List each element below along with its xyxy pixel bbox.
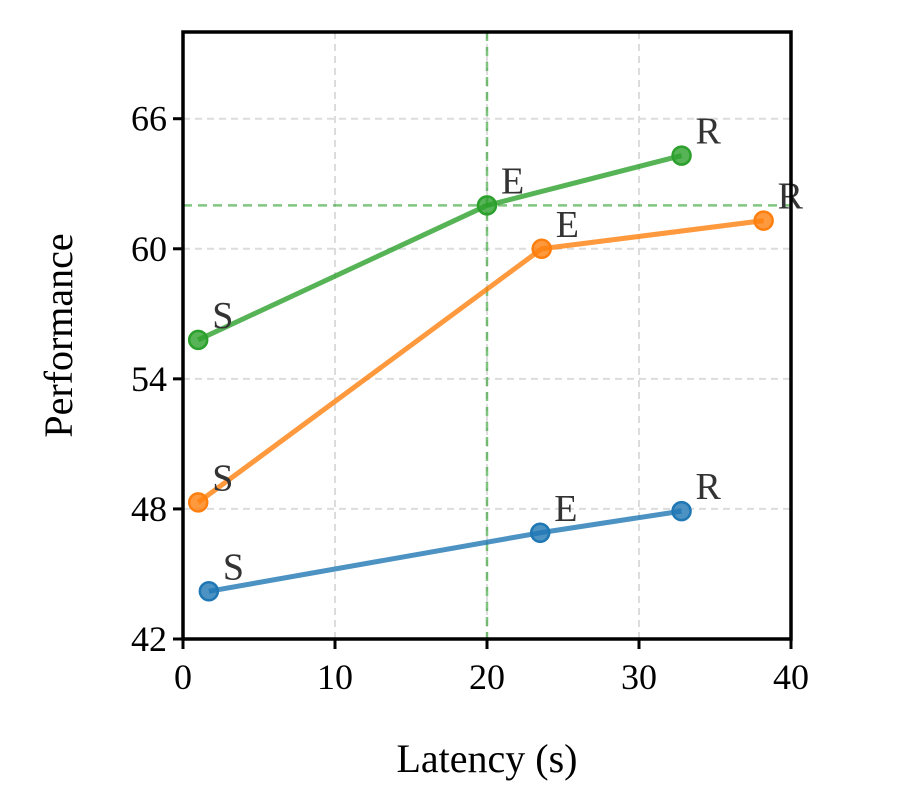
x-tick-label: 40 — [773, 657, 809, 697]
ticks: 0 10 20 30 40 42 48 54 60 66 — [131, 99, 809, 697]
y-tick-label: 60 — [131, 229, 167, 269]
point-label: R — [696, 466, 722, 508]
point-label: S — [223, 546, 244, 588]
series-line — [208, 508, 682, 594]
data-point — [476, 195, 498, 216]
data-point — [198, 581, 220, 602]
x-tick-label: 10 — [317, 657, 353, 697]
point-label: R — [696, 111, 722, 153]
point-label: E — [501, 160, 524, 202]
series-line — [197, 153, 683, 343]
data-point — [529, 522, 551, 544]
data-point — [187, 329, 209, 351]
x-tick-label: 30 — [621, 657, 657, 697]
series-line — [196, 218, 764, 505]
y-tick-label: 66 — [131, 99, 167, 139]
series-0: S E R — [187, 111, 722, 351]
y-axis-label: Performance — [36, 233, 81, 437]
data-point — [671, 145, 692, 166]
data-point — [753, 210, 774, 231]
point-label: E — [556, 204, 579, 246]
point-label: E — [554, 488, 577, 530]
data-point — [671, 500, 692, 522]
point-label: S — [212, 457, 233, 499]
data-point — [531, 238, 552, 260]
x-tick-label: 0 — [174, 657, 192, 697]
x-tick-label: 20 — [469, 657, 505, 697]
series-1: S E R — [187, 176, 804, 513]
data-point — [187, 492, 209, 513]
y-tick-label: 54 — [131, 359, 167, 399]
y-tick-label: 48 — [131, 489, 167, 529]
series-2: S E R — [198, 466, 722, 602]
y-tick-label: 42 — [131, 619, 167, 659]
x-axis-label: Latency (s) — [396, 736, 577, 781]
point-label: S — [212, 295, 233, 337]
